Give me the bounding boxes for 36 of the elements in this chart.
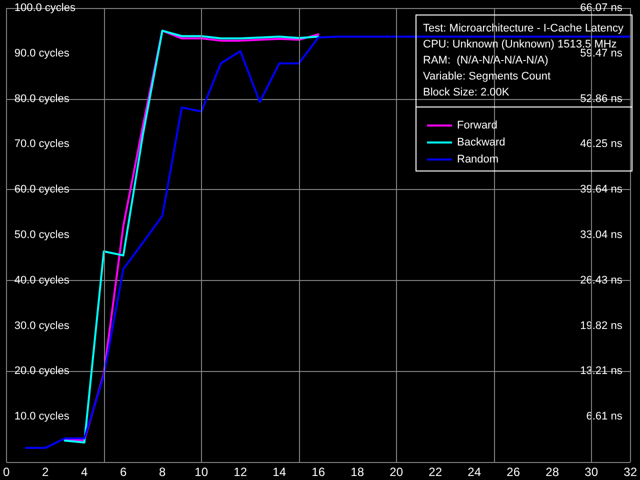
y-tick-label: 90.0 cycles: [14, 47, 70, 60]
x-tick-label: 24: [468, 465, 482, 479]
x-tick-label: 26: [506, 465, 520, 479]
y2-tick-label: 52.86 ns: [580, 92, 623, 105]
legend-label: Random: [457, 154, 499, 166]
y-tick-label: 60.0 cycles: [14, 184, 70, 196]
y-tick-label: 20.0 cycles: [14, 365, 70, 378]
text: Test: Microarchitecture - I-Cache Latency: [423, 22, 624, 34]
x-tick-label: 8: [158, 465, 166, 479]
annotation: RAM: (N/A-N/A-N/A-N/A): [423, 54, 548, 66]
y-tick-label: 80.0 cycles: [14, 92, 70, 105]
x-tick-label: 14: [272, 465, 286, 479]
legend-label: Backward: [457, 136, 506, 148]
y-tick-label: 70.0 cycles: [14, 138, 70, 150]
x-tick-label: 30: [584, 465, 598, 479]
x-tick-label: 32: [624, 465, 638, 479]
x-tick-label: 18: [350, 465, 364, 479]
y-tick-label: 10.0 cycles: [14, 410, 70, 423]
x-tick-label: 0: [2, 465, 10, 479]
legend-label: Forward: [457, 120, 498, 132]
y2-tick-label: 66.07 ns: [580, 2, 623, 14]
y-tick-label: 50.0 cycles: [14, 229, 70, 241]
x-tick-label: 16: [312, 465, 326, 479]
annotation: Block Size: 2.00K: [423, 86, 510, 98]
x-tick-label: 12: [234, 465, 248, 479]
x-tick-label: 10: [194, 465, 208, 479]
x-tick-label: 22: [428, 465, 442, 479]
x-tick-label: 2: [42, 465, 49, 479]
x-tick-label: 28: [546, 465, 560, 479]
x-tick-label: 20: [390, 465, 404, 479]
x-tick-label: 4: [80, 465, 88, 479]
annotation: Variable: Segments Count: [423, 70, 551, 82]
y-tick-label: 30.0 cycles: [14, 320, 70, 332]
x-tick-label: 6: [120, 465, 127, 479]
y-tick-label: 100.0 cycles: [14, 2, 76, 14]
y-tick-label: 40.0 cycles: [14, 274, 70, 286]
